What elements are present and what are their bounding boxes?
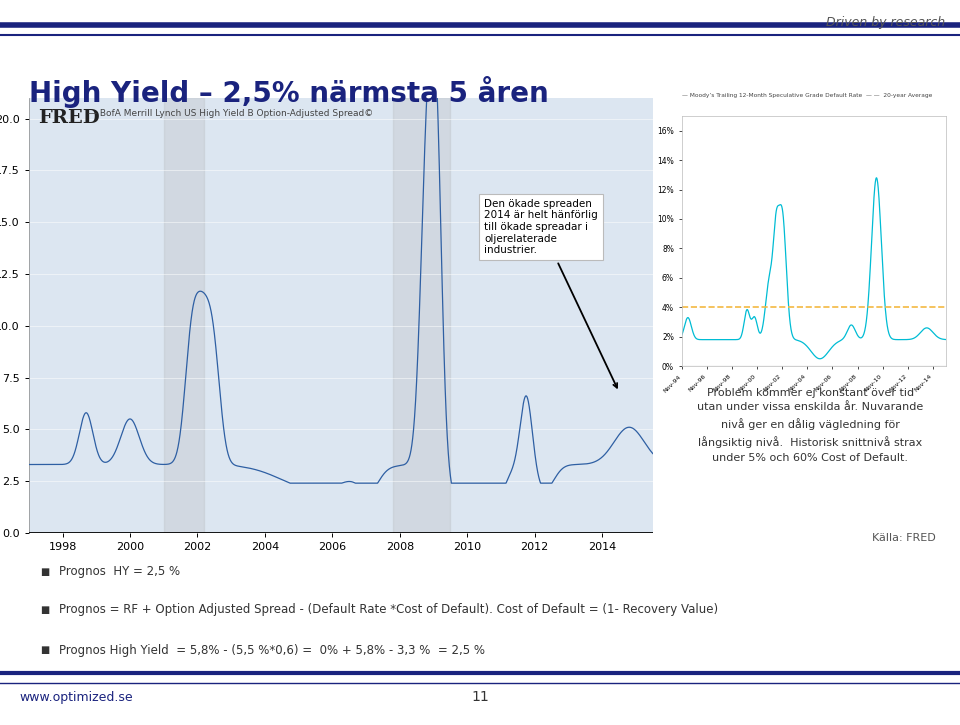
Text: Källa: FRED: Källa: FRED bbox=[873, 533, 936, 543]
Text: High Yield – 2,5% närmsta 5 åren: High Yield – 2,5% närmsta 5 åren bbox=[29, 76, 548, 108]
Text: ■: ■ bbox=[39, 645, 49, 655]
Bar bbox=[393, 98, 450, 533]
Text: — BofA Merrill Lynch US High Yield B Option-Adjusted Spread©: — BofA Merrill Lynch US High Yield B Opt… bbox=[88, 109, 373, 117]
Text: Prognos = RF + Option Adjusted Spread - (Default Rate *Cost of Default). Cost of: Prognos = RF + Option Adjusted Spread - … bbox=[59, 603, 718, 616]
Text: FRED: FRED bbox=[38, 109, 100, 127]
Text: Den ökade spreaden
2014 är helt hänförlig
till ökade spreadar i
oljerelaterade
i: Den ökade spreaden 2014 är helt hänförli… bbox=[484, 199, 617, 388]
Bar bbox=[164, 98, 204, 533]
Text: — Moody’s Trailing 12-Month Speculative Grade Default Rate  — —  20-year Average: — Moody’s Trailing 12-Month Speculative … bbox=[682, 94, 932, 99]
Text: Prognos High Yield  = 5,8% - (5,5 %*0,6) =  0% + 5,8% - 3,3 %  = 2,5 %: Prognos High Yield = 5,8% - (5,5 %*0,6) … bbox=[59, 644, 485, 657]
Text: ■: ■ bbox=[39, 567, 49, 576]
Text: OPM: OPM bbox=[819, 687, 883, 712]
Text: Prognos  HY = 2,5 %: Prognos HY = 2,5 % bbox=[59, 566, 180, 578]
Text: Optimized
Portfolio
Management: Optimized Portfolio Management bbox=[914, 682, 960, 717]
Text: Driven by research: Driven by research bbox=[827, 16, 946, 29]
Text: Problem kommer ej konstant över tid
utan under vissa enskilda år. Nuvarande
nivå: Problem kommer ej konstant över tid utan… bbox=[697, 388, 924, 463]
Text: ■: ■ bbox=[39, 605, 49, 615]
Text: 11: 11 bbox=[471, 690, 489, 705]
Text: www.optimized.se: www.optimized.se bbox=[19, 691, 132, 704]
